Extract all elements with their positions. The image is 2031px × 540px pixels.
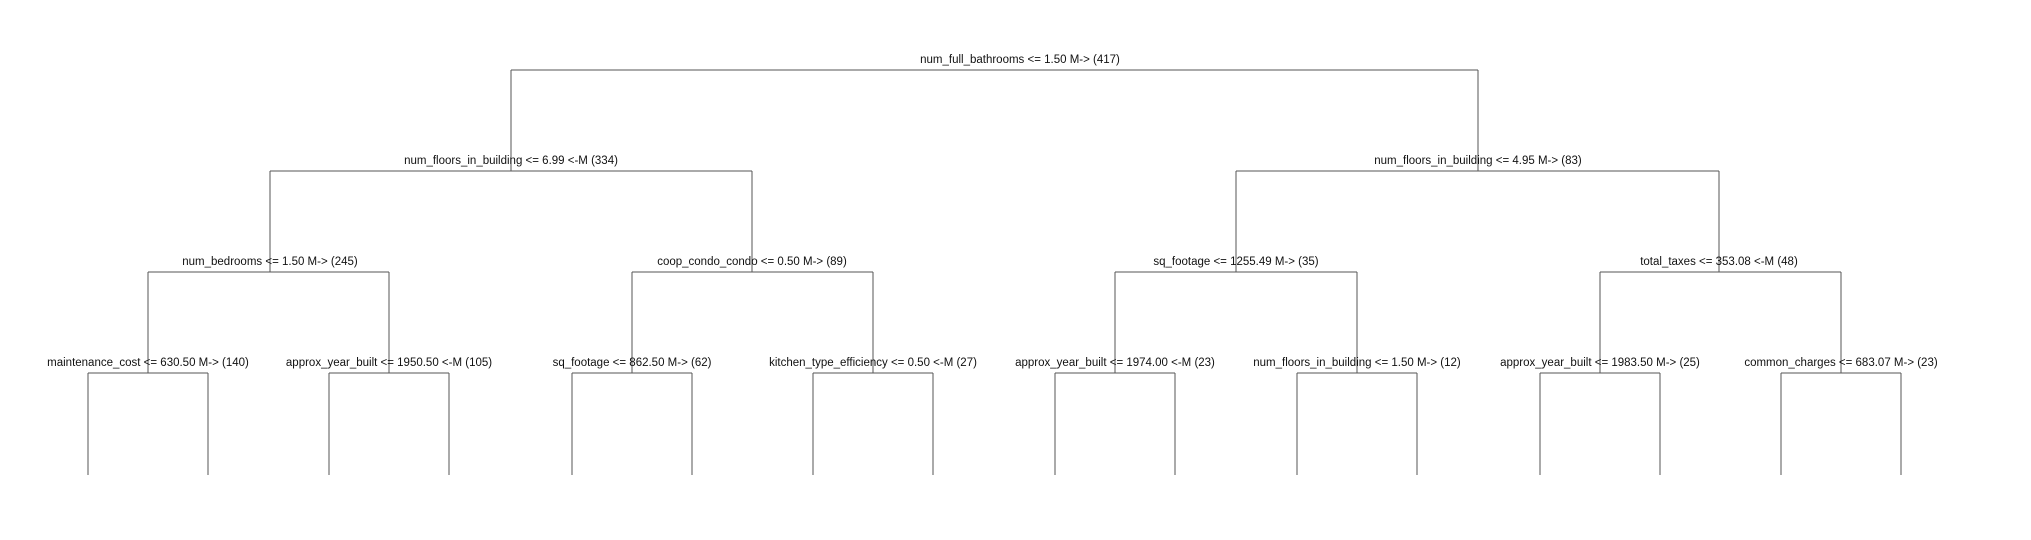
- tree-node-label: maintenance_cost <= 630.50 M-> (140): [47, 357, 249, 369]
- tree-node-label: sq_footage <= 862.50 M-> (62): [553, 357, 712, 369]
- tree-node-label: num_full_bathrooms <= 1.50 M-> (417): [920, 54, 1120, 66]
- tree-node-label: num_floors_in_building <= 1.50 M-> (12): [1253, 357, 1461, 369]
- tree-node-label: num_bedrooms <= 1.50 M-> (245): [182, 256, 358, 268]
- tree-node-label: approx_year_built <= 1983.50 M-> (25): [1500, 357, 1700, 369]
- tree-node-label: total_taxes <= 353.08 <-M (48): [1640, 256, 1798, 268]
- tree-node-label: coop_condo_condo <= 0.50 M-> (89): [657, 256, 847, 268]
- tree-node-label: num_floors_in_building <= 6.99 <-M (334): [404, 155, 618, 167]
- tree-node-label: approx_year_built <= 1974.00 <-M (23): [1015, 357, 1215, 369]
- tree-labels: num_full_bathrooms <= 1.50 M-> (417) num_…: [47, 54, 1938, 369]
- tree-node-label: kitchen_type_efficiency <= 0.50 <-M (27): [769, 357, 977, 369]
- tree-edges: [87, 69, 1902, 475]
- tree-node-label: num_floors_in_building <= 4.95 M-> (83): [1374, 155, 1582, 167]
- tree-node-label: sq_footage <= 1255.49 M-> (35): [1153, 256, 1318, 268]
- tree-node-label: approx_year_built <= 1950.50 <-M (105): [286, 357, 492, 369]
- tree-node-label: common_charges <= 683.07 M-> (23): [1744, 357, 1938, 369]
